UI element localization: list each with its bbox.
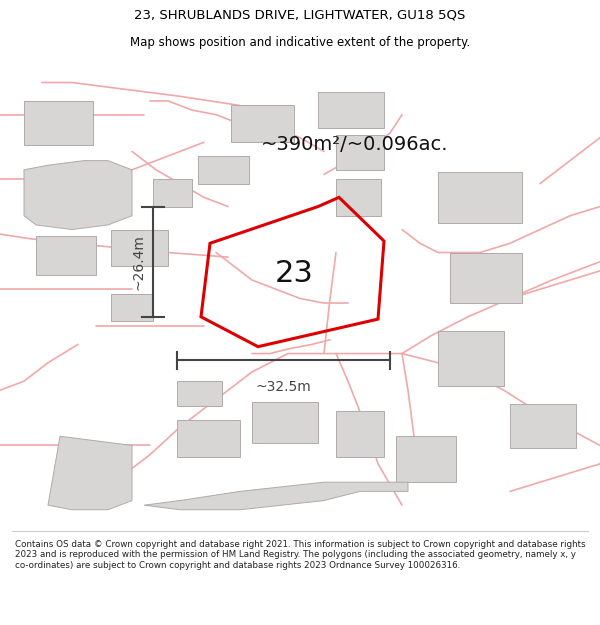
- Bar: [177, 420, 240, 457]
- Bar: [438, 172, 522, 222]
- Bar: [177, 381, 222, 406]
- Text: ~26.4m: ~26.4m: [131, 234, 145, 289]
- Bar: [252, 402, 318, 443]
- Bar: [510, 404, 576, 448]
- Bar: [111, 294, 153, 321]
- Polygon shape: [144, 482, 408, 510]
- Polygon shape: [48, 436, 132, 510]
- Bar: [24, 101, 93, 144]
- Bar: [24, 172, 90, 211]
- Bar: [111, 229, 168, 266]
- Bar: [336, 179, 381, 216]
- Bar: [153, 179, 192, 206]
- Bar: [438, 331, 504, 386]
- Text: Map shows position and indicative extent of the property.: Map shows position and indicative extent…: [130, 36, 470, 49]
- Text: ~32.5m: ~32.5m: [256, 380, 311, 394]
- Bar: [336, 136, 384, 170]
- Bar: [396, 436, 456, 482]
- Text: 23: 23: [275, 259, 313, 288]
- Bar: [198, 156, 249, 184]
- Bar: [450, 253, 522, 303]
- Text: Contains OS data © Crown copyright and database right 2021. This information is : Contains OS data © Crown copyright and d…: [15, 540, 586, 569]
- Text: ~390m²/~0.096ac.: ~390m²/~0.096ac.: [261, 135, 449, 154]
- Bar: [231, 106, 294, 142]
- Bar: [336, 411, 384, 457]
- Polygon shape: [24, 161, 132, 229]
- Text: 23, SHRUBLANDS DRIVE, LIGHTWATER, GU18 5QS: 23, SHRUBLANDS DRIVE, LIGHTWATER, GU18 5…: [134, 9, 466, 22]
- Bar: [36, 236, 96, 276]
- Bar: [318, 92, 384, 129]
